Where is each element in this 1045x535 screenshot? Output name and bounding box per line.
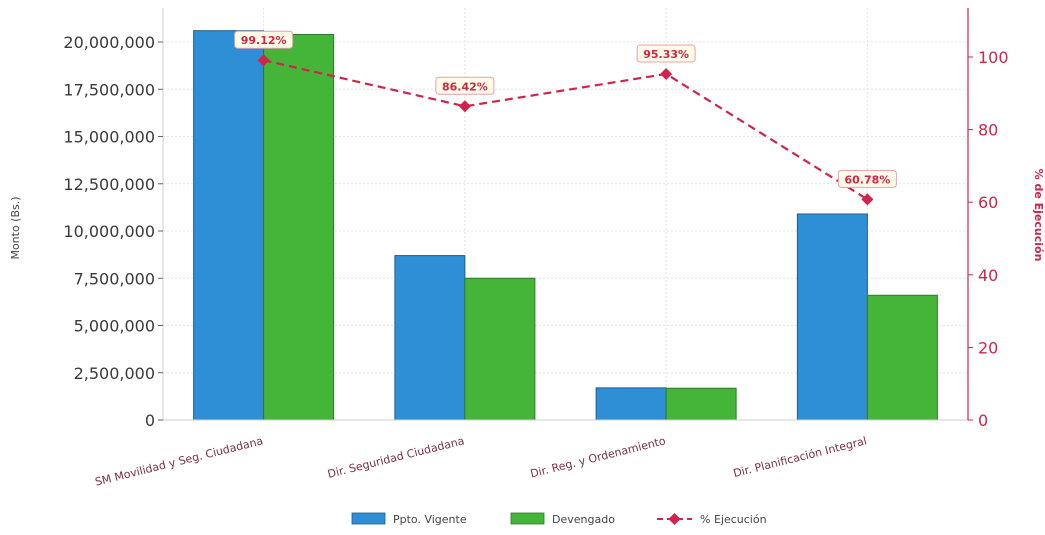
- bar-devengado-3: [665, 387, 737, 421]
- data-label-box: [234, 30, 294, 49]
- right-tick-label: 80: [978, 121, 998, 140]
- legend-label-ppto: Ppto. Vigente: [393, 513, 467, 526]
- legend-swatch-ppto: [351, 512, 386, 525]
- bar-ppto-vigente-4: [796, 213, 868, 421]
- execution-point: [257, 54, 270, 67]
- execution-line: [263, 59, 868, 201]
- data-label: 60.78%: [844, 173, 890, 186]
- bar-devengado-2: [464, 277, 536, 421]
- data-label: 95.33%: [643, 48, 689, 61]
- data-label: 86.42%: [442, 80, 488, 93]
- bar-ppto-vigente-2: [394, 255, 466, 421]
- left-tick-label: 2,500,000: [74, 364, 155, 383]
- execution-point: [458, 100, 471, 113]
- legend-label-devengado: Devengado: [552, 513, 615, 526]
- data-label-box: [435, 76, 495, 95]
- bar-ppto-vigente-1: [193, 30, 265, 421]
- legend: Ppto. Vigente Devengado % Ejecución: [351, 512, 767, 526]
- left-tick-label: 12,500,000: [63, 175, 155, 194]
- left-tick-label: 5,000,000: [74, 317, 155, 336]
- left-tick-label: 20,000,000: [63, 33, 155, 52]
- left-tick-label: 17,500,000: [63, 80, 155, 99]
- category-labels: SM Movilidad y Seg. Ciudadana Dir. Seguri…: [94, 434, 868, 488]
- right-tick-label: 20: [978, 338, 998, 357]
- category-label: SM Movilidad y Seg. Ciudadana: [94, 434, 265, 488]
- category-label: Dir. Seguridad Ciudadana: [326, 434, 465, 481]
- y-axis-label: Monto (Bs.): [9, 196, 22, 259]
- right-tick-label: 0: [978, 411, 988, 430]
- bar-devengado-4: [866, 294, 938, 421]
- execution-point: [861, 193, 874, 206]
- y2-axis-label: % de Ejecución: [1032, 169, 1045, 262]
- category-label: Dir. Planificación Integral: [732, 434, 868, 480]
- left-tick-label: 7,500,000: [74, 269, 155, 288]
- category-label: Dir. Reg. y Ordenamiento: [529, 434, 667, 480]
- data-label-box: [837, 169, 897, 188]
- bar-devengado-1: [263, 33, 335, 421]
- left-tick-label: 10,000,000: [63, 222, 155, 241]
- legend-marker-ejecucion: [668, 513, 681, 525]
- legend-swatch-devengado: [510, 512, 545, 525]
- data-label-box: [636, 44, 696, 63]
- bar-ppto-vigente-3: [595, 387, 667, 421]
- legend-label-ejecucion: % Ejecución: [700, 513, 767, 526]
- left-axis-ticks: 0 2,500,000 5,000,000 7,500,000 10,000,000 12…: [63, 33, 163, 430]
- data-label: 99.12%: [241, 34, 287, 47]
- left-tick-label: 15,000,000: [63, 128, 155, 147]
- right-tick-label: 40: [978, 266, 998, 285]
- plot-frame: [162, 8, 969, 421]
- execution-point: [660, 67, 673, 80]
- execution-line-layer: 99.12% 86.42% 95.33% 60.78%: [234, 30, 897, 206]
- right-tick-label: 100: [978, 48, 1009, 67]
- left-tick-label: 0: [145, 411, 155, 430]
- right-tick-label: 60: [978, 193, 998, 212]
- right-axis-ticks: 0 20 40 60 80 100: [968, 48, 1009, 430]
- bars-layer: [193, 30, 938, 421]
